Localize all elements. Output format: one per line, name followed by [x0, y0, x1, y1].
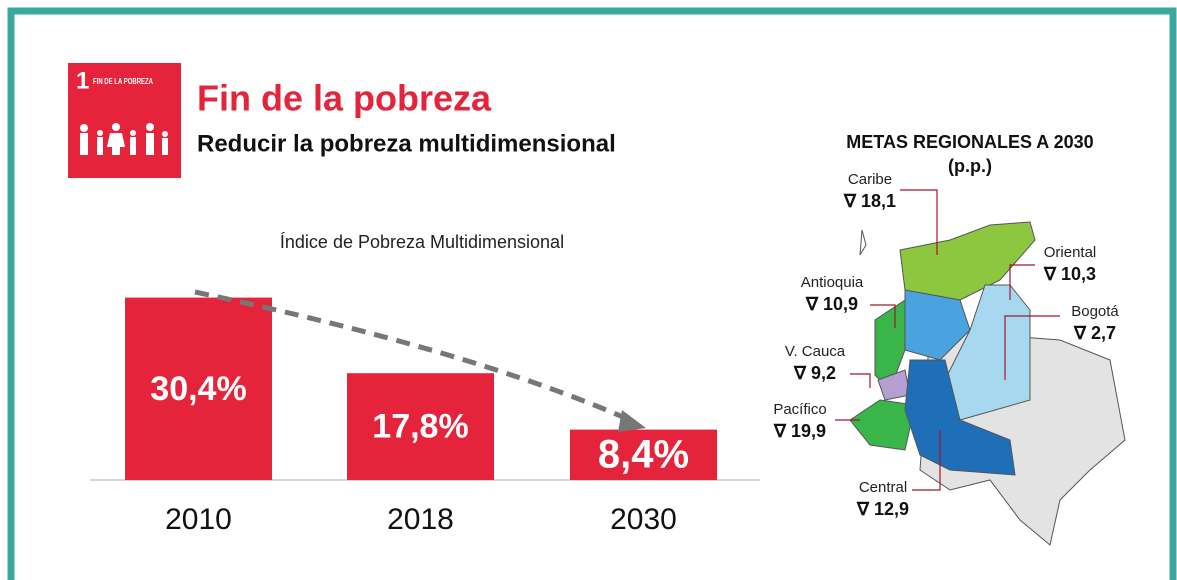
arrow-head: [618, 410, 646, 432]
region-central: [904, 359, 1016, 476]
region-name: V. Cauca: [785, 343, 846, 360]
sdg-badge: 1 FIN DE LA POBREZA: [68, 63, 181, 178]
region-value: ∇ 9,2: [793, 363, 836, 383]
region-caribe: [899, 221, 1036, 301]
island: [859, 229, 867, 256]
badge-text: FIN DE LA POBREZA: [93, 77, 153, 86]
x-tick-label: 2010: [165, 503, 232, 536]
region-name: Caribe: [848, 171, 892, 188]
bar: [125, 297, 272, 480]
badge-number: 1: [76, 67, 89, 94]
region-name: Pacífico: [773, 401, 826, 418]
leader-line: [1009, 264, 1035, 300]
map-subtitle: (p.p.): [948, 156, 992, 176]
leader-line: [912, 430, 941, 491]
leader-line: [900, 189, 938, 255]
badge-bg: [68, 63, 181, 178]
trend-arrow: [194, 289, 632, 423]
bar: [347, 373, 494, 480]
frame: [7, 7, 1177, 580]
value-label: 8,4%: [598, 432, 689, 476]
title: Fin de la pobreza: [197, 78, 492, 119]
region-value: ∇ 12,9: [856, 499, 909, 519]
region-value: ∇ 18,1: [843, 191, 896, 211]
leader-line: [1004, 315, 1060, 380]
region-pacifico: [849, 399, 916, 451]
region-name: Oriental: [1044, 244, 1097, 261]
leader-line: [870, 304, 896, 328]
value-label: 30,4%: [150, 370, 246, 408]
region-value: ∇ 10,3: [1043, 264, 1096, 284]
region-oriental: [944, 284, 1031, 421]
map-title: METAS REGIONALES A 2030: [846, 132, 1093, 152]
region-name: Central: [859, 479, 907, 496]
region-value: ∇ 2,7: [1073, 323, 1116, 343]
region-value: ∇ 19,9: [773, 421, 826, 441]
region-name: Antioquia: [801, 274, 864, 291]
map: [849, 221, 1126, 546]
x-tick-label: 2018: [387, 503, 454, 536]
x-tick-label: 2030: [610, 503, 677, 536]
subtitle: Reducir la pobreza multidimensional: [197, 130, 616, 157]
region-pacifico-north: [874, 299, 906, 391]
region-value: ∇ 10,9: [805, 294, 858, 314]
region-name: Bogotá: [1071, 303, 1119, 320]
bar: [570, 429, 717, 480]
leader-line: [850, 373, 871, 388]
chart-title: Índice de Pobreza Multidimensional: [280, 232, 564, 252]
value-label: 17,8%: [372, 408, 468, 446]
people-icon: [80, 123, 168, 155]
